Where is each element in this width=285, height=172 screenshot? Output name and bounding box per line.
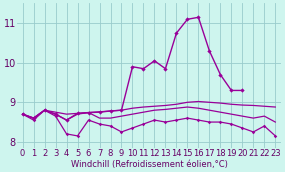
X-axis label: Windchill (Refroidissement éolien,°C): Windchill (Refroidissement éolien,°C)	[70, 159, 227, 169]
